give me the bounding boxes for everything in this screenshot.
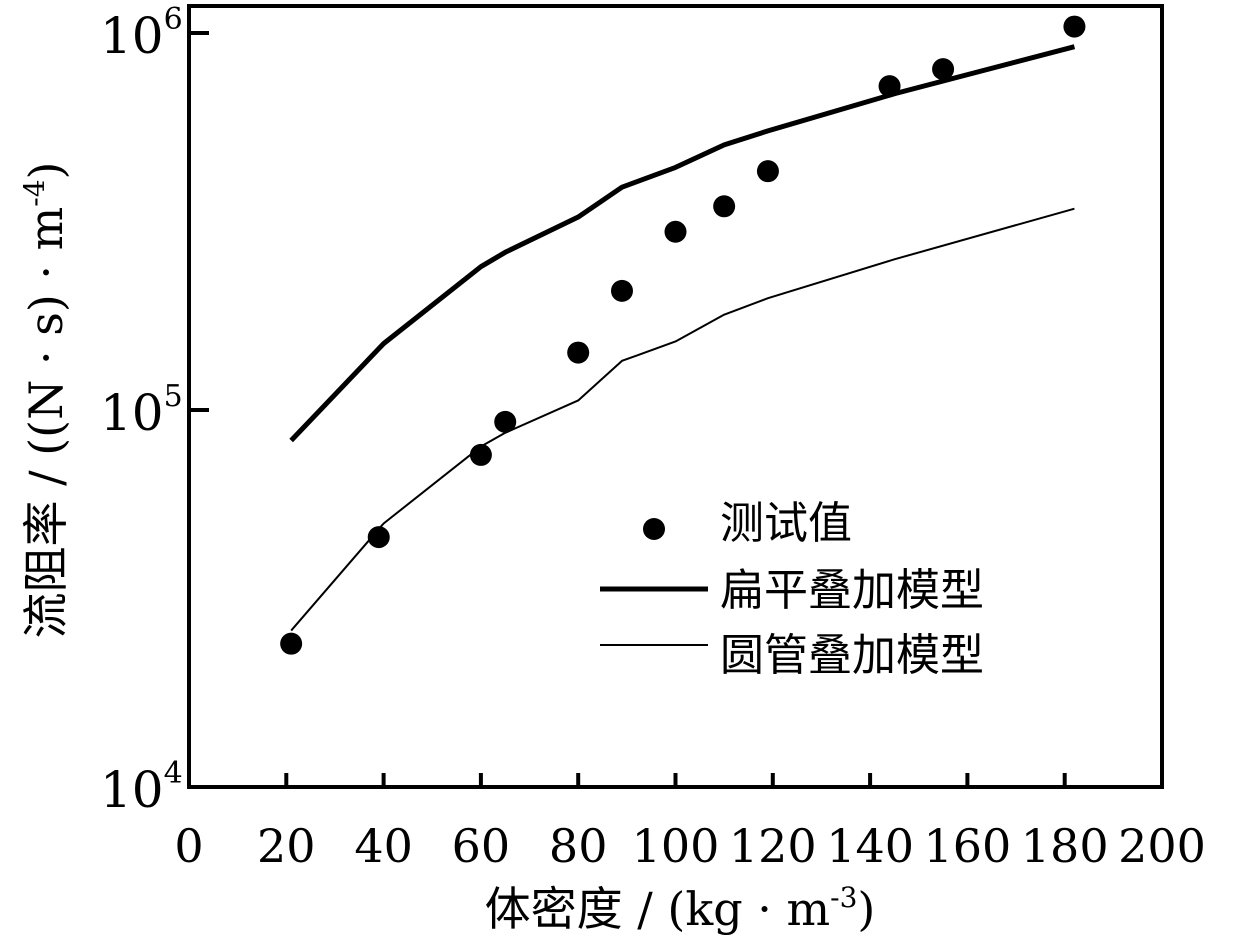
x-tick-label: 0 [174, 819, 203, 873]
data-point [610, 279, 633, 302]
x-tick-label: 140 [826, 819, 914, 873]
y-tick-label: 105 [100, 379, 183, 442]
x-tick-label: 60 [452, 819, 511, 873]
data-point [932, 58, 955, 81]
legend: 测试值 扁平叠加模型 圆管叠加模型 [600, 498, 984, 681]
data-point [469, 443, 492, 466]
data-point [713, 195, 736, 218]
series-line-2 [290, 207, 1075, 632]
x-tick-label: 200 [1118, 819, 1206, 873]
x-axis-ticks: 0 20 40 60 80 100 120 140 160 180 200 [174, 773, 1206, 873]
x-tick-label: 100 [632, 819, 720, 873]
data-point [756, 160, 779, 183]
x-tick-label: 40 [354, 819, 413, 873]
x-tick-label: 80 [549, 819, 608, 873]
legend-label-1: 扁平叠加模型 [720, 565, 984, 616]
data-point [280, 632, 303, 655]
x-tick-label: 180 [1021, 819, 1109, 873]
x-tick-label: 160 [923, 819, 1011, 873]
x-axis-label: 体密度 / (kg · m-3) [485, 881, 876, 936]
series-line-1 [289, 44, 1076, 443]
x-tick-label: 20 [257, 819, 316, 873]
legend-marker-scatter [643, 518, 665, 540]
data-point [664, 220, 687, 243]
legend-label-0: 测试值 [720, 498, 852, 549]
data-point [494, 410, 517, 433]
y-tick-label: 104 [100, 756, 183, 819]
y-tick-label: 106 [100, 2, 183, 65]
x-tick-label: 120 [729, 819, 817, 873]
legend-label-2: 圆管叠加模型 [720, 630, 984, 681]
y-axis-ticks: 104 105 106 [100, 2, 209, 819]
plot-marks [280, 15, 1086, 655]
data-point [1063, 15, 1086, 38]
data-point [367, 526, 390, 549]
data-point [567, 341, 590, 364]
y-axis-label: 流阻率 / ((N · s) · m-4) [18, 161, 73, 638]
